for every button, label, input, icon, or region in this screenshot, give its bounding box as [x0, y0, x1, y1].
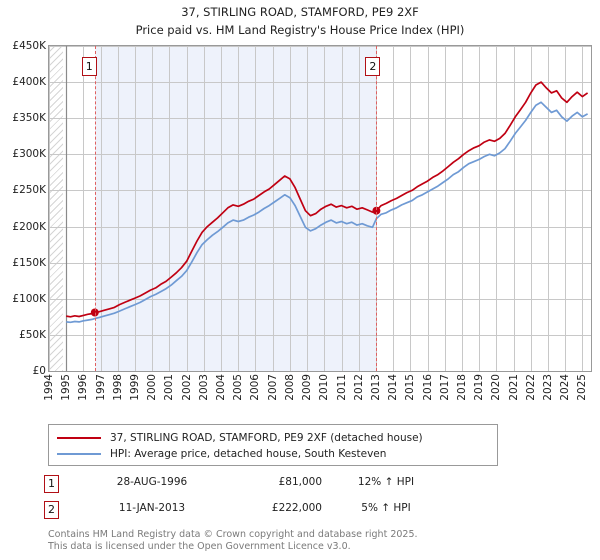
- legend-item-price-paid: 37, STIRLING ROAD, STAMFORD, PE9 2XF (de…: [57, 430, 489, 446]
- x-axis-tick-label: 2021: [507, 374, 520, 401]
- transaction-index-badge: 2: [44, 501, 59, 519]
- x-axis-tick-label: 2007: [266, 374, 279, 401]
- transaction-price: £81,000: [278, 476, 322, 488]
- x-axis-tick-label: 2003: [197, 374, 210, 401]
- x-axis-tick-label: 2006: [249, 374, 262, 401]
- x-axis-tick-label: 2020: [490, 374, 503, 401]
- x-axis-tick-label: 1997: [94, 374, 107, 401]
- x-axis-tick-label: 2022: [524, 374, 537, 401]
- transaction-index-badge: 1: [44, 475, 59, 493]
- x-axis-tick-label: 2014: [387, 374, 400, 401]
- x-axis-tick-label: 2023: [541, 374, 554, 401]
- transaction-price: £222,000: [271, 502, 322, 514]
- x-axis-tick-label: 2015: [404, 374, 417, 401]
- x-axis-tick-label: 2017: [438, 374, 451, 401]
- table-row: 1 28-AUG-1996 £81,000 12% ↑ HPI: [44, 473, 464, 499]
- x-axis-tick-label: 2008: [283, 374, 296, 401]
- x-axis-tick-label: 1995: [60, 374, 73, 401]
- chart-series: [66, 81, 589, 324]
- footer-attribution: Contains HM Land Registry data © Crown c…: [48, 529, 588, 552]
- chart-gridlines: [49, 46, 591, 371]
- y-axis-tick-label: £150K: [12, 256, 46, 269]
- transaction-marker-line-2: [376, 46, 378, 371]
- x-axis-tick-label: 2013: [369, 374, 382, 401]
- chart-callout-badge-2[interactable]: 2: [365, 57, 381, 76]
- series-line-price-paid: [66, 81, 589, 318]
- legend-swatch-price-paid: [57, 437, 101, 439]
- plot-area: [48, 45, 592, 372]
- legend-label-hpi: HPI: Average price, detached house, Sout…: [110, 448, 387, 460]
- transaction-date: 11-JAN-2013: [118, 502, 186, 514]
- series-line-hpi: [66, 101, 589, 324]
- x-axis-tick-label: 2009: [301, 374, 314, 401]
- page-subtitle: Price paid vs. HM Land Registry's House …: [135, 23, 465, 37]
- x-axis-tick-label: 2019: [473, 374, 486, 401]
- footer-line-1: Contains HM Land Registry data © Crown c…: [48, 529, 418, 540]
- table-row: 2 11-JAN-2013 £222,000 5% ↑ HPI: [44, 499, 464, 525]
- y-axis-tick-label: £300K: [12, 148, 46, 161]
- x-axis-tick-label: 2011: [335, 374, 348, 401]
- x-axis-tick-label: 2010: [318, 374, 331, 401]
- x-axis-tick-label: 2002: [180, 374, 193, 401]
- x-axis-tick-label: 2024: [559, 374, 572, 401]
- y-axis-tick-label: £350K: [12, 112, 46, 125]
- x-axis-labels: 1994 1995 1996 1997 1998 1999 2000 2001 2002 2003…: [43, 374, 592, 408]
- x-axis-tick-label: 2000: [146, 374, 159, 401]
- transaction-date: 28-AUG-1996: [116, 476, 188, 488]
- x-axis-tick-label: 1999: [129, 374, 142, 401]
- transactions-table: 1 28-AUG-1996 £81,000 12% ↑ HPI 2 11-JAN…: [44, 473, 464, 525]
- no-data-hatch-region: [49, 46, 63, 371]
- x-axis-tick-label: 2012: [352, 374, 365, 401]
- y-axis-tick-label: £100K: [12, 292, 46, 305]
- y-axis-labels: £0 £50K £100K £150K £200K £250K £300K £350K £400…: [0, 40, 46, 377]
- x-axis-tick-label: 2016: [421, 374, 434, 401]
- page-title: 37, STIRLING ROAD, STAMFORD, PE9 2XF: [181, 5, 419, 19]
- legend-item-hpi: HPI: Average price, detached house, Sout…: [57, 446, 489, 462]
- y-axis-tick-label: £50K: [19, 328, 46, 341]
- x-axis-tick-label: 2004: [215, 374, 228, 401]
- x-axis-tick-label: 1996: [77, 374, 90, 401]
- x-axis-tick-label: 2005: [232, 374, 245, 401]
- transaction-point-2[interactable]: [372, 206, 381, 215]
- x-axis-tick-label: 1994: [43, 374, 55, 401]
- chart-legend: 37, STIRLING ROAD, STAMFORD, PE9 2XF (de…: [48, 424, 498, 466]
- x-axis-tick-label: 2018: [455, 374, 468, 401]
- y-axis-tick-label: £250K: [12, 184, 46, 197]
- y-axis-tick-label: £450K: [12, 40, 46, 52]
- y-axis-tick-label: £0: [32, 365, 46, 377]
- y-axis-tick-label: £400K: [12, 76, 46, 89]
- x-axis-tick-label: 1998: [111, 374, 124, 401]
- chart-callout-badge-1[interactable]: 1: [81, 57, 97, 76]
- legend-label-price-paid: 37, STIRLING ROAD, STAMFORD, PE9 2XF (de…: [110, 432, 423, 444]
- x-axis-tick-label: 2025: [576, 374, 589, 401]
- legend-swatch-hpi: [57, 453, 101, 455]
- transaction-hpi-delta: 5% ↑ HPI: [361, 502, 411, 514]
- transaction-marker-line-1: [94, 46, 96, 371]
- x-axis-tick-label: 2001: [163, 374, 176, 401]
- transaction-hpi-delta: 12% ↑ HPI: [357, 476, 415, 488]
- footer-line-2: This data is licensed under the Open Gov…: [48, 540, 351, 552]
- chart-title-block: 37, STIRLING ROAD, STAMFORD, PE9 2XF Pri…: [0, 0, 600, 38]
- y-axis-tick-label: £200K: [12, 220, 46, 233]
- ownership-span-highlight: [94, 46, 377, 371]
